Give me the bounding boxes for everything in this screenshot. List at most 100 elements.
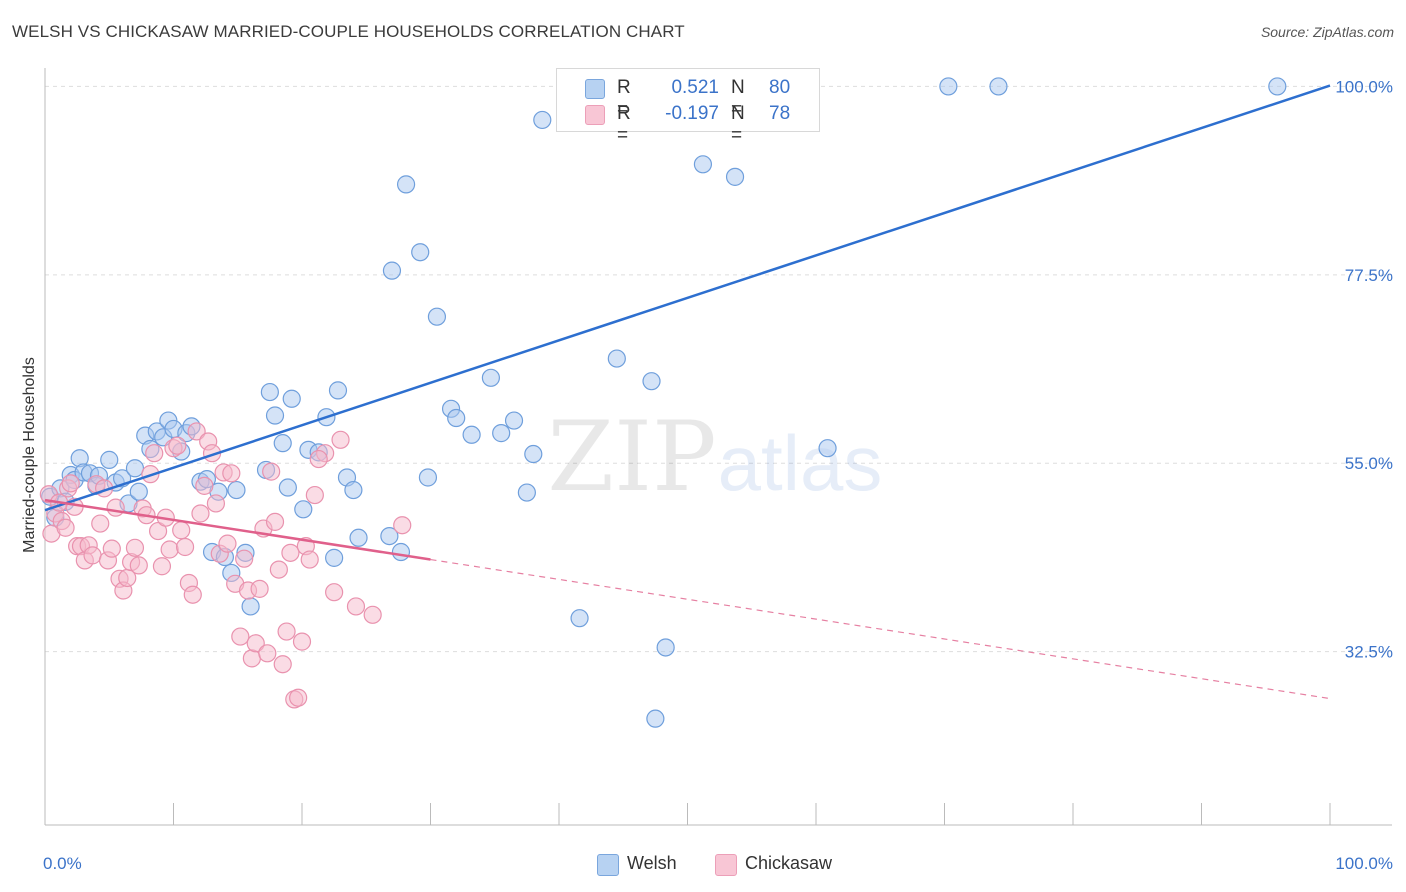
chickasaw-trend-line <box>44 498 431 561</box>
legend-r-label: R = <box>617 77 631 120</box>
chickasaw-point <box>129 556 148 575</box>
legend-swatch-chickasaw <box>585 105 605 125</box>
welsh-point <box>492 424 511 443</box>
welsh-point <box>325 548 344 567</box>
chickasaw-point <box>273 655 292 674</box>
chickasaw-point <box>258 644 277 663</box>
legend-r-value: 0.521 <box>671 77 719 98</box>
chickasaw-trend-extension <box>430 558 1331 700</box>
welsh-point <box>656 638 675 657</box>
trend-lines <box>44 84 1331 700</box>
welsh-point <box>328 381 348 400</box>
welsh-point <box>504 411 524 430</box>
axes <box>44 68 1392 826</box>
bottom-legend-label-welsh: Welsh <box>627 853 677 873</box>
chickasaw-point <box>125 538 145 557</box>
chickasaw-point <box>106 498 125 517</box>
welsh-point <box>646 709 665 728</box>
bottom-legend-label-chickasaw: Chickasaw <box>745 853 833 873</box>
welsh-trend-line <box>44 84 1331 512</box>
chickasaw-point <box>289 688 308 707</box>
chickasaw-point <box>331 430 350 449</box>
y-tick-label: 32.5% <box>1345 643 1393 662</box>
chickasaw-point <box>222 464 241 483</box>
legend-n-value: 80 <box>769 77 791 98</box>
chickasaw-point <box>363 605 382 624</box>
legend-n-label: N = <box>731 77 745 120</box>
welsh-point <box>524 444 543 464</box>
y-tick-label: 100.0% <box>1335 77 1393 96</box>
welsh-point <box>1268 77 1287 96</box>
chickasaw-point <box>242 649 261 668</box>
welsh-point <box>462 425 481 444</box>
welsh-point <box>349 528 368 547</box>
chickasaw-point <box>175 537 195 557</box>
chickasaw-point <box>172 521 191 540</box>
legend-n-label: N = <box>731 103 745 146</box>
chickasaw-point <box>235 549 254 568</box>
welsh-point <box>227 480 246 500</box>
welsh-point <box>411 243 430 262</box>
chickasaw-point <box>281 543 300 562</box>
y-tick-label: 77.5% <box>1345 266 1393 285</box>
correlation-legend: R = 0.521 N = 80 R = -0.197 N = 78 <box>556 68 820 146</box>
chickasaw-point <box>269 560 288 579</box>
welsh-point <box>129 482 148 501</box>
chickasaw-point <box>91 514 110 533</box>
welsh-point <box>260 382 279 402</box>
chickasaw-point <box>102 539 121 558</box>
chart-source: Source: ZipAtlas.com <box>1260 24 1394 40</box>
chickasaw-point <box>309 449 328 469</box>
chickasaw-point <box>148 521 168 541</box>
chickasaw-point <box>231 627 250 646</box>
welsh-point <box>282 389 301 408</box>
chickasaw-point <box>300 550 319 569</box>
chickasaw-point <box>265 512 285 531</box>
chickasaw-point <box>325 583 344 602</box>
welsh-point <box>294 500 313 519</box>
chickasaw-point <box>305 485 324 505</box>
welsh-point <box>570 609 589 628</box>
welsh-point <box>382 261 402 280</box>
x-tick-label: 100.0% <box>1335 854 1393 873</box>
welsh-point <box>447 408 466 428</box>
chickasaw-point <box>168 436 187 455</box>
chickasaw-point <box>187 422 206 441</box>
chickasaw-point <box>218 534 237 553</box>
legend-r-value: -0.197 <box>665 103 719 124</box>
watermark-zip: ZIP <box>547 401 716 513</box>
chickasaw-point <box>83 546 102 565</box>
chickasaw-point <box>393 516 412 535</box>
welsh-point <box>989 77 1008 96</box>
watermark-atlas: atlas <box>718 419 883 507</box>
chickasaw-point <box>206 494 226 513</box>
y-tick-label: 55.0% <box>1345 454 1393 473</box>
legend-r-label: R = <box>617 103 631 146</box>
welsh-point <box>481 368 500 387</box>
data-points <box>39 77 1287 728</box>
chickasaw-point <box>61 474 80 493</box>
chickasaw-point <box>262 462 281 481</box>
bottom-legend-swatch-chickasaw <box>715 854 737 876</box>
legend-swatch-welsh <box>585 79 605 99</box>
welsh-point <box>607 349 626 368</box>
tick-labels: 32.5% 55.0% 77.5% 100.0% 0.0% 100.0% <box>43 77 1393 873</box>
welsh-point <box>427 307 447 326</box>
welsh-point <box>693 155 713 174</box>
chart-title: WELSH VS CHICKASAW MARRIED-COUPLE HOUSEH… <box>12 22 685 41</box>
chickasaw-point <box>346 597 366 616</box>
bottom-legend-swatch-welsh <box>597 854 619 876</box>
welsh-point <box>100 450 119 469</box>
chickasaw-point <box>152 557 172 576</box>
welsh-point <box>517 483 536 502</box>
chickasaw-point <box>145 444 164 463</box>
welsh-point <box>265 406 285 425</box>
chickasaw-point <box>292 632 312 651</box>
chickasaw-point <box>195 476 214 495</box>
welsh-point <box>241 597 260 616</box>
welsh-point <box>725 167 745 186</box>
chickasaw-point <box>191 504 210 523</box>
x-tick-label: 0.0% <box>43 854 82 873</box>
welsh-point <box>939 77 958 96</box>
